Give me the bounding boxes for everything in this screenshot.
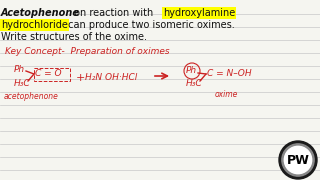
Text: hydroxylamine: hydroxylamine	[163, 8, 235, 18]
Bar	[34, 68, 70, 81]
Text: +: +	[76, 73, 85, 83]
Text: oxime: oxime	[215, 90, 238, 99]
Text: Ph: Ph	[14, 65, 25, 74]
Text: C = N–OH: C = N–OH	[207, 69, 252, 78]
Text: H₃C: H₃C	[14, 79, 31, 88]
Text: Ph: Ph	[186, 66, 197, 75]
Text: acetophenone: acetophenone	[4, 92, 59, 101]
Text: can produce two isomeric oximes.: can produce two isomeric oximes.	[65, 20, 235, 30]
Text: on reaction with: on reaction with	[71, 8, 156, 18]
Text: H₂N OH·HCl: H₂N OH·HCl	[85, 73, 137, 82]
Text: C = O: C = O	[35, 69, 62, 78]
Text: hydrochloride: hydrochloride	[1, 20, 68, 30]
Text: Acetophenone: Acetophenone	[1, 8, 80, 18]
Text: Write structures of the oxime.: Write structures of the oxime.	[1, 32, 147, 42]
Circle shape	[284, 146, 312, 174]
Text: PW: PW	[287, 154, 309, 166]
Circle shape	[279, 141, 317, 179]
Text: H₃C: H₃C	[186, 79, 203, 88]
Circle shape	[282, 144, 314, 176]
Text: Key Concept-  Preparation of oximes: Key Concept- Preparation of oximes	[5, 47, 170, 56]
